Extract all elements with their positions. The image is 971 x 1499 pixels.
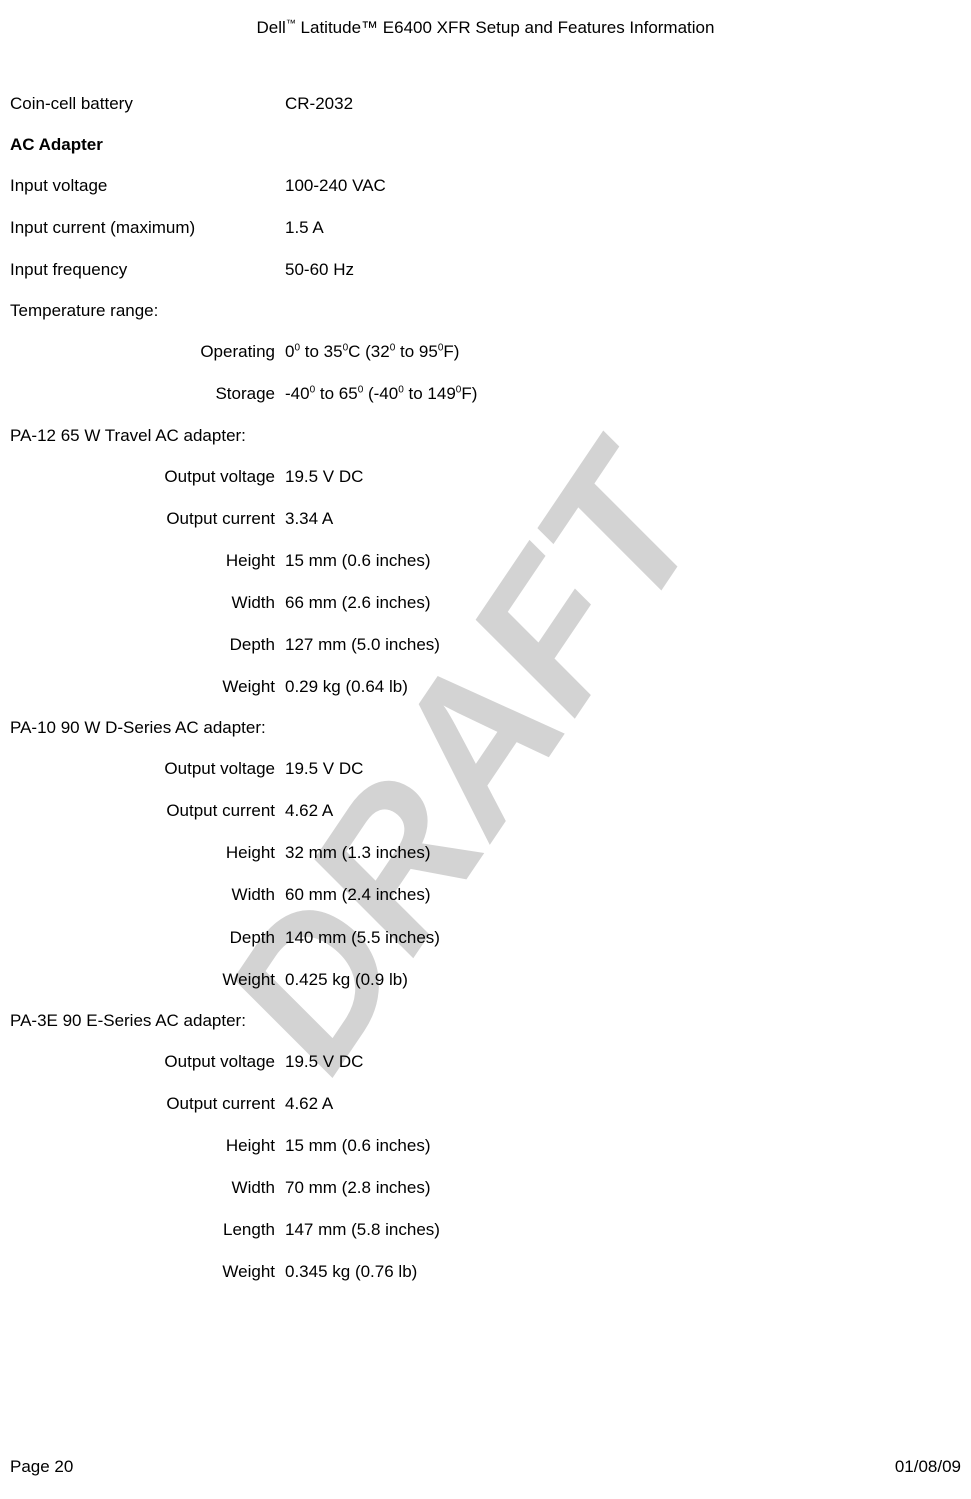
spec-value: 19.5 V DC [285,466,961,488]
spec-label: Width [10,884,285,906]
page-date: 01/08/09 [895,1457,961,1477]
spec-label: Length [10,1219,285,1241]
table-row: Height 15 mm (0.6 inches) [10,550,961,572]
table-row: Height 15 mm (0.6 inches) [10,1135,961,1157]
spec-label: Height [10,842,285,864]
spec-label: PA-10 90 W D-Series AC adapter: [10,718,961,738]
spec-value: -400 to 650 (-400 to 1490F) [285,383,961,405]
table-row: Output current 4.62 A [10,800,961,822]
table-row: Output voltage 19.5 V DC [10,758,961,780]
spec-value: 140 mm (5.5 inches) [285,927,961,949]
spec-value: 1.5 A [285,217,961,239]
spec-label: Output current [10,508,285,530]
spec-value: 00 to 350C (320 to 950F) [285,341,961,363]
table-row: Weight 0.345 kg (0.76 lb) [10,1261,961,1283]
table-row: Width 70 mm (2.8 inches) [10,1177,961,1199]
spec-value: 0.29 kg (0.64 lb) [285,676,961,698]
table-row: Weight 0.29 kg (0.64 lb) [10,676,961,698]
table-row: Depth 140 mm (5.5 inches) [10,927,961,949]
spec-value: 0.345 kg (0.76 lb) [285,1261,961,1283]
table-row: Weight 0.425 kg (0.9 lb) [10,969,961,991]
table-row: Width 60 mm (2.4 inches) [10,884,961,906]
spec-value: 19.5 V DC [285,1051,961,1073]
spec-label: PA-12 65 W Travel AC adapter: [10,426,961,446]
spec-value: 60 mm (2.4 inches) [285,884,961,906]
page-number: Page 20 [10,1457,73,1477]
spec-label: PA-3E 90 E-Series AC adapter: [10,1011,961,1031]
page-content: Coin-cell battery CR-2032 AC Adapter Inp… [0,38,971,1283]
spec-value: 15 mm (0.6 inches) [285,550,961,572]
spec-value: 147 mm (5.8 inches) [285,1219,961,1241]
table-row: Operating 00 to 350C (320 to 950F) [10,341,961,363]
spec-label: Width [10,1177,285,1199]
spec-value: 70 mm (2.8 inches) [285,1177,961,1199]
section-heading: AC Adapter [10,135,961,155]
spec-label: Input frequency [10,259,285,281]
spec-label: Output voltage [10,1051,285,1073]
spec-value: 127 mm (5.0 inches) [285,634,961,656]
spec-label: Width [10,592,285,614]
spec-value: 19.5 V DC [285,758,961,780]
spec-label: Operating [10,341,285,363]
spec-value: 32 mm (1.3 inches) [285,842,961,864]
spec-label: Output current [10,800,285,822]
table-row: Output voltage 19.5 V DC [10,466,961,488]
table-row: Input voltage 100-240 VAC [10,175,961,197]
spec-label: Storage [10,383,285,405]
table-row: Depth 127 mm (5.0 inches) [10,634,961,656]
spec-value: 66 mm (2.6 inches) [285,592,961,614]
spec-label: Depth [10,927,285,949]
spec-label: Input current (maximum) [10,217,285,239]
spec-label: Weight [10,1261,285,1283]
spec-label: Output voltage [10,758,285,780]
spec-label: Depth [10,634,285,656]
spec-value: 3.34 A [285,508,961,530]
spec-label: Height [10,550,285,572]
table-row: Output current 3.34 A [10,508,961,530]
spec-label: Weight [10,969,285,991]
spec-value: 4.62 A [285,800,961,822]
spec-value: 100-240 VAC [285,175,961,197]
table-row: Input current (maximum) 1.5 A [10,217,961,239]
spec-label: Temperature range: [10,301,961,321]
spec-label: Output current [10,1093,285,1115]
table-row: Storage -400 to 650 (-400 to 1490F) [10,383,961,405]
spec-label: Output voltage [10,466,285,488]
spec-label: Coin-cell battery [10,93,285,115]
table-row: Input frequency 50-60 Hz [10,259,961,281]
spec-value: CR-2032 [285,93,961,115]
spec-value: 4.62 A [285,1093,961,1115]
spec-label: Height [10,1135,285,1157]
page-footer: Page 20 01/08/09 [10,1457,961,1477]
spec-label: Input voltage [10,175,285,197]
spec-value: 50-60 Hz [285,259,961,281]
table-row: Width 66 mm (2.6 inches) [10,592,961,614]
spec-value: 15 mm (0.6 inches) [285,1135,961,1157]
spec-label: Weight [10,676,285,698]
page-header: Dell™ Latitude™ E6400 XFR Setup and Feat… [0,0,971,38]
table-row: Height 32 mm (1.3 inches) [10,842,961,864]
table-row: Output voltage 19.5 V DC [10,1051,961,1073]
table-row: Output current 4.62 A [10,1093,961,1115]
spec-value: 0.425 kg (0.9 lb) [285,969,961,991]
table-row: Coin-cell battery CR-2032 [10,93,961,115]
table-row: Length 147 mm (5.8 inches) [10,1219,961,1241]
